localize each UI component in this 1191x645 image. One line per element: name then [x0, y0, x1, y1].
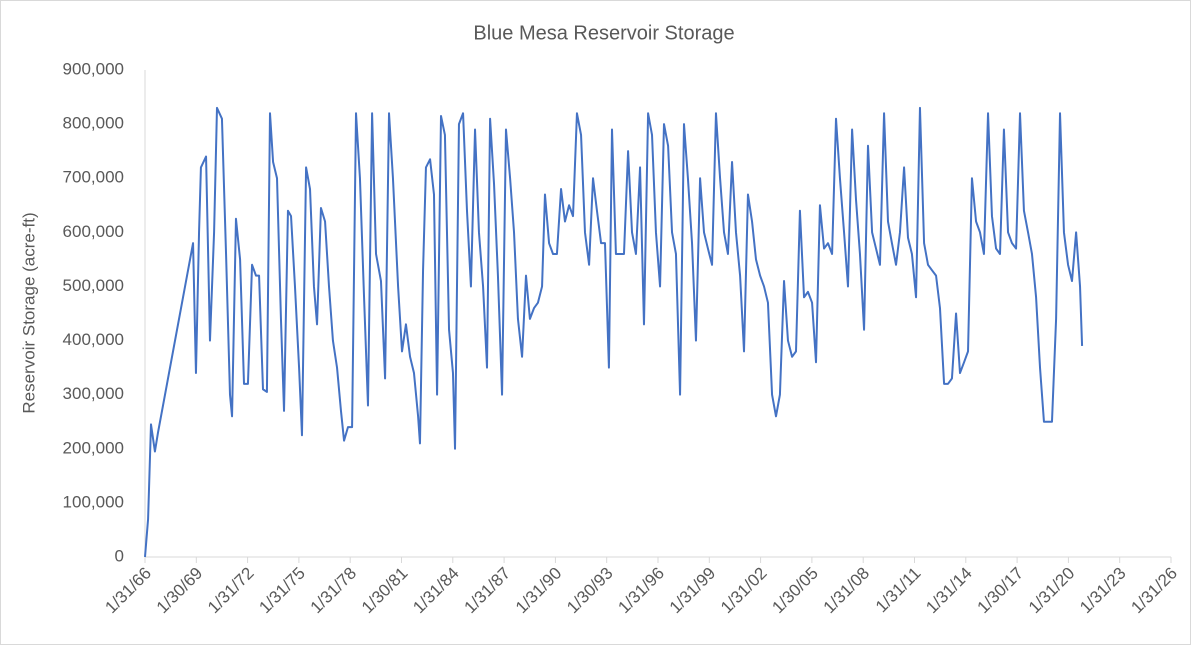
y-tick-label: 900,000 [63, 59, 124, 78]
y-tick-label: 800,000 [63, 114, 124, 133]
y-tick-label: 100,000 [63, 492, 124, 511]
y-tick-label: 500,000 [63, 276, 124, 295]
y-tick-label: 400,000 [63, 330, 124, 349]
chart-title: Blue Mesa Reservoir Storage [473, 22, 734, 44]
y-tick-label: 300,000 [63, 384, 124, 403]
y-tick-label: 200,000 [63, 438, 124, 457]
y-axis-label: Reservoir Storage (acre-ft) [19, 212, 38, 413]
y-tick-label: 600,000 [63, 222, 124, 241]
y-tick-label: 700,000 [63, 168, 124, 187]
y-tick-label: 0 [115, 546, 124, 565]
data-line [144, 106, 1084, 558]
